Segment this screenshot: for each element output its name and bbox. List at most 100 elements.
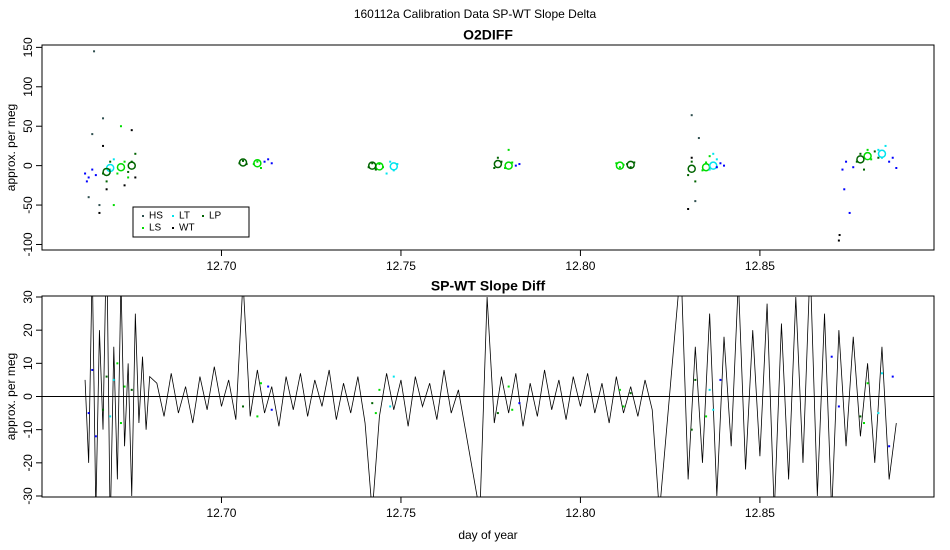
point [845,160,848,163]
point [130,388,133,391]
point [841,168,844,171]
x-tick-label: 12.85 [745,506,775,520]
mean-marker [615,161,625,170]
point [888,445,891,448]
y-tick-label: 20 [21,323,35,337]
point [270,408,273,411]
plot-frame [41,44,935,251]
x-tick-label: 12.80 [565,506,595,520]
point [127,176,130,179]
point [859,152,862,155]
point [127,170,130,173]
point [389,405,392,408]
point [270,162,273,165]
mean-marker [626,160,635,170]
y-tick-label: 30 [21,290,35,304]
point [866,148,869,151]
point [85,180,88,183]
mean-marker [367,161,377,170]
point [496,412,499,415]
mean-marker [127,161,136,170]
legend-swatch [142,215,144,217]
point [134,152,137,155]
point [719,378,722,381]
point [694,200,697,203]
x-tick-label: 12.70 [206,259,236,273]
point [500,160,503,163]
mean-marker [877,149,887,159]
point [93,50,96,53]
point [866,382,869,385]
panel-title: O2DIFF [463,27,513,43]
point [119,422,122,425]
mean-marker [238,158,248,167]
point [87,176,90,179]
point [94,174,97,177]
y-tick-label: -100 [21,232,35,256]
point [687,208,690,210]
y-tick-label: 50 [21,119,35,133]
point [694,378,697,381]
point [371,402,374,405]
point [112,378,115,381]
point [629,392,632,395]
point [371,162,374,165]
point [715,166,718,169]
point [895,167,898,169]
point [496,156,499,159]
legend-label: WT [179,223,195,234]
mean-marker [504,161,513,170]
point [843,188,846,191]
mean-marker [493,159,503,169]
x-tick-label: 12.85 [745,259,775,273]
point [94,435,97,438]
point [116,172,119,175]
y-tick-label: -10 [21,421,35,439]
point [123,184,126,187]
point [112,204,115,207]
point [507,385,510,388]
point [719,162,722,165]
point [615,162,618,165]
point [687,174,690,177]
legend-swatch [202,215,204,217]
point [870,158,873,161]
point [705,415,708,418]
point [701,169,704,172]
y-tick-label: 100 [21,76,35,96]
plot-area [84,50,898,242]
point [119,125,122,128]
point [504,167,507,169]
point [690,428,693,431]
mean-marker [102,167,111,177]
y-tick-label: -30 [21,487,35,505]
point [837,239,840,242]
legend-swatch [142,227,144,229]
point [105,188,108,191]
x-tick-label: 12.75 [386,506,416,520]
legend-label: HS [149,211,163,222]
point [256,160,259,163]
y-tick-label: -20 [21,454,35,472]
point [267,385,270,388]
point [618,388,621,391]
mean-marker [863,151,872,161]
point [514,164,517,167]
point [102,144,105,147]
point [852,166,855,169]
x-tick-label: 12.70 [206,506,236,520]
point [873,150,876,153]
point [91,368,94,371]
point [396,163,399,166]
mean-marker [116,162,126,172]
point [511,408,514,411]
point [633,161,636,164]
point [690,156,693,159]
point [708,388,711,391]
point [830,355,833,358]
point [112,158,115,161]
plot-frame [41,295,935,498]
point [518,402,521,405]
point [242,159,245,162]
